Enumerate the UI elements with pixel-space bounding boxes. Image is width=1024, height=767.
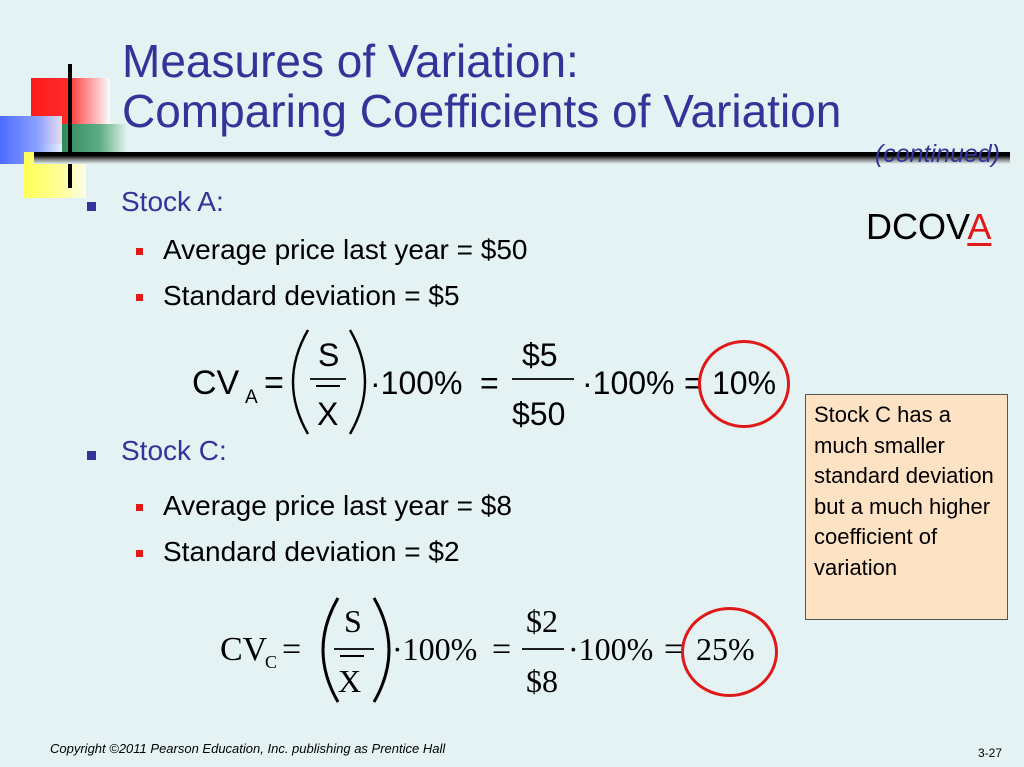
stock-c-average-price: Average price last year = $8 xyxy=(163,490,512,521)
formula-a-den: X xyxy=(317,396,338,432)
left-paren-icon xyxy=(291,329,310,435)
bullet-square-icon xyxy=(87,451,96,460)
formula-c-eq2: = xyxy=(492,631,511,668)
formula-c-den: X xyxy=(338,663,361,699)
decor-vertical-line xyxy=(68,64,72,188)
formula-a-num2: $5 xyxy=(522,337,558,373)
formula-a-sub: A xyxy=(245,387,258,408)
formula-a-lhs: CV xyxy=(192,364,240,402)
stock-a-heading: Stock A: xyxy=(121,186,224,217)
formula-c-eq3: = xyxy=(664,631,683,668)
highlight-circle xyxy=(698,340,790,428)
slide-title-line-1: Measures of Variation: xyxy=(122,35,579,87)
formula-a-eq: = xyxy=(264,364,284,402)
formula-a-num: S xyxy=(318,337,339,373)
bullet-square-icon xyxy=(136,248,143,255)
right-paren-icon xyxy=(372,597,391,703)
stock-c-std-dev: Standard deviation = $2 xyxy=(163,536,460,567)
title-underline-bar xyxy=(34,152,1010,164)
formula-c-eq: = xyxy=(282,631,301,668)
formula-a-eq2: = xyxy=(480,365,499,401)
formula-c-num2: $2 xyxy=(526,603,558,639)
bullet-square-icon xyxy=(136,504,143,511)
left-paren-icon xyxy=(321,597,340,703)
dcova-label: DCOVA xyxy=(866,206,991,248)
formula-c-lhs: CV xyxy=(220,631,268,668)
right-paren-icon xyxy=(348,329,367,435)
copyright-footer: Copyright ©2011 Pearson Education, Inc. … xyxy=(50,741,446,756)
formula-a-den2: $50 xyxy=(512,396,565,432)
formula-a-times2: ·100% xyxy=(582,365,675,401)
formula-c-den2: $8 xyxy=(526,663,558,699)
formula-c-num: S xyxy=(344,603,362,639)
formula-c-times: ·100% xyxy=(392,631,477,667)
highlight-circle xyxy=(681,607,778,697)
stock-a-average-price: Average price last year = $50 xyxy=(163,234,528,265)
formula-a-times: ·100% xyxy=(370,365,463,401)
note-callout: Stock C has a much smaller standard devi… xyxy=(805,394,1008,620)
bullet-square-icon xyxy=(87,202,96,211)
bullet-square-icon xyxy=(136,550,143,557)
dcova-prefix: DCOV xyxy=(866,206,968,247)
stock-a-std-dev: Standard deviation = $5 xyxy=(163,280,460,311)
formula-c-sub: C xyxy=(265,652,277,672)
continued-label: (continued) xyxy=(874,140,1000,168)
formula-c-times2: ·100% xyxy=(568,631,653,667)
slide-title-line-2: Comparing Coefficients of Variation xyxy=(122,85,842,137)
bullet-square-icon xyxy=(136,294,143,301)
stock-c-heading: Stock C: xyxy=(121,435,227,466)
dcova-highlight: A xyxy=(967,206,992,247)
slide-number: 3-27 xyxy=(977,746,1002,760)
